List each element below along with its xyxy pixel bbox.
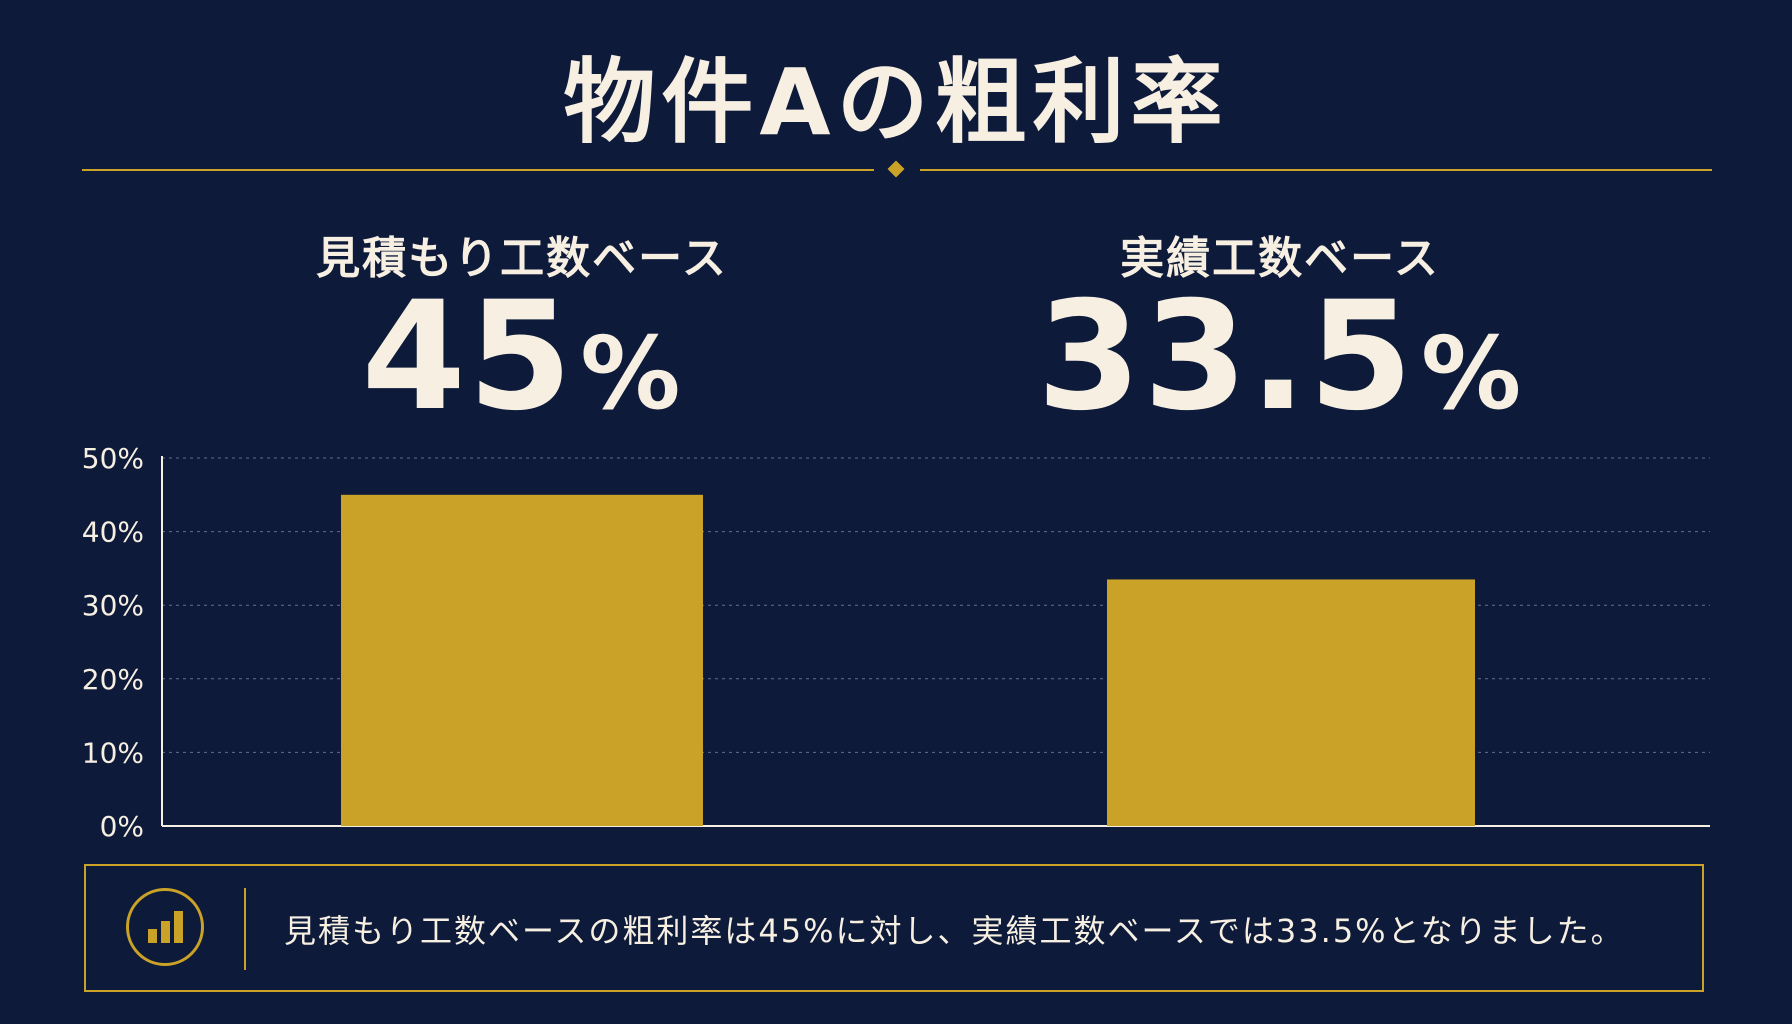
bar-chart-icon (126, 888, 204, 966)
y-tick-label: 0% (100, 810, 144, 843)
metric-unit-actual: % (1420, 315, 1524, 432)
bar-1 (1107, 579, 1475, 826)
y-tick-label: 20% (82, 663, 144, 696)
metric-number-actual: 33.5 (1036, 270, 1415, 444)
metric-value-estimate: 45% (242, 270, 802, 444)
page-title: 物件Aの粗利率 (563, 49, 1229, 156)
y-tick-label: 10% (82, 736, 144, 769)
y-tick-label: 40% (82, 516, 144, 549)
metric-value-actual: 33.5% (1000, 270, 1560, 444)
summary-divider (244, 888, 246, 970)
title-divider-right (920, 169, 1712, 171)
title-divider-left (82, 169, 874, 171)
metric-unit-estimate: % (580, 315, 683, 432)
metric-number-estimate: 45 (361, 270, 575, 444)
metric-label-actual: 実績工数ベース (1120, 233, 1440, 284)
bar-0 (341, 494, 703, 826)
metric-label-estimate: 見積もり工数ベース (316, 233, 728, 284)
summary-text: 見積もり工数ベースの粗利率は45%に対し、実績工数ベースでは33.5%となりまし… (284, 912, 1625, 950)
bar-chart: 0% 10% 20% 30% 40% 50% (82, 442, 1710, 843)
y-tick-label: 30% (82, 589, 144, 622)
summary-box: 見積もり工数ベースの粗利率は45%に対し、実績工数ベースでは33.5%となりまし… (84, 864, 1704, 992)
y-tick-label: 50% (82, 442, 144, 475)
